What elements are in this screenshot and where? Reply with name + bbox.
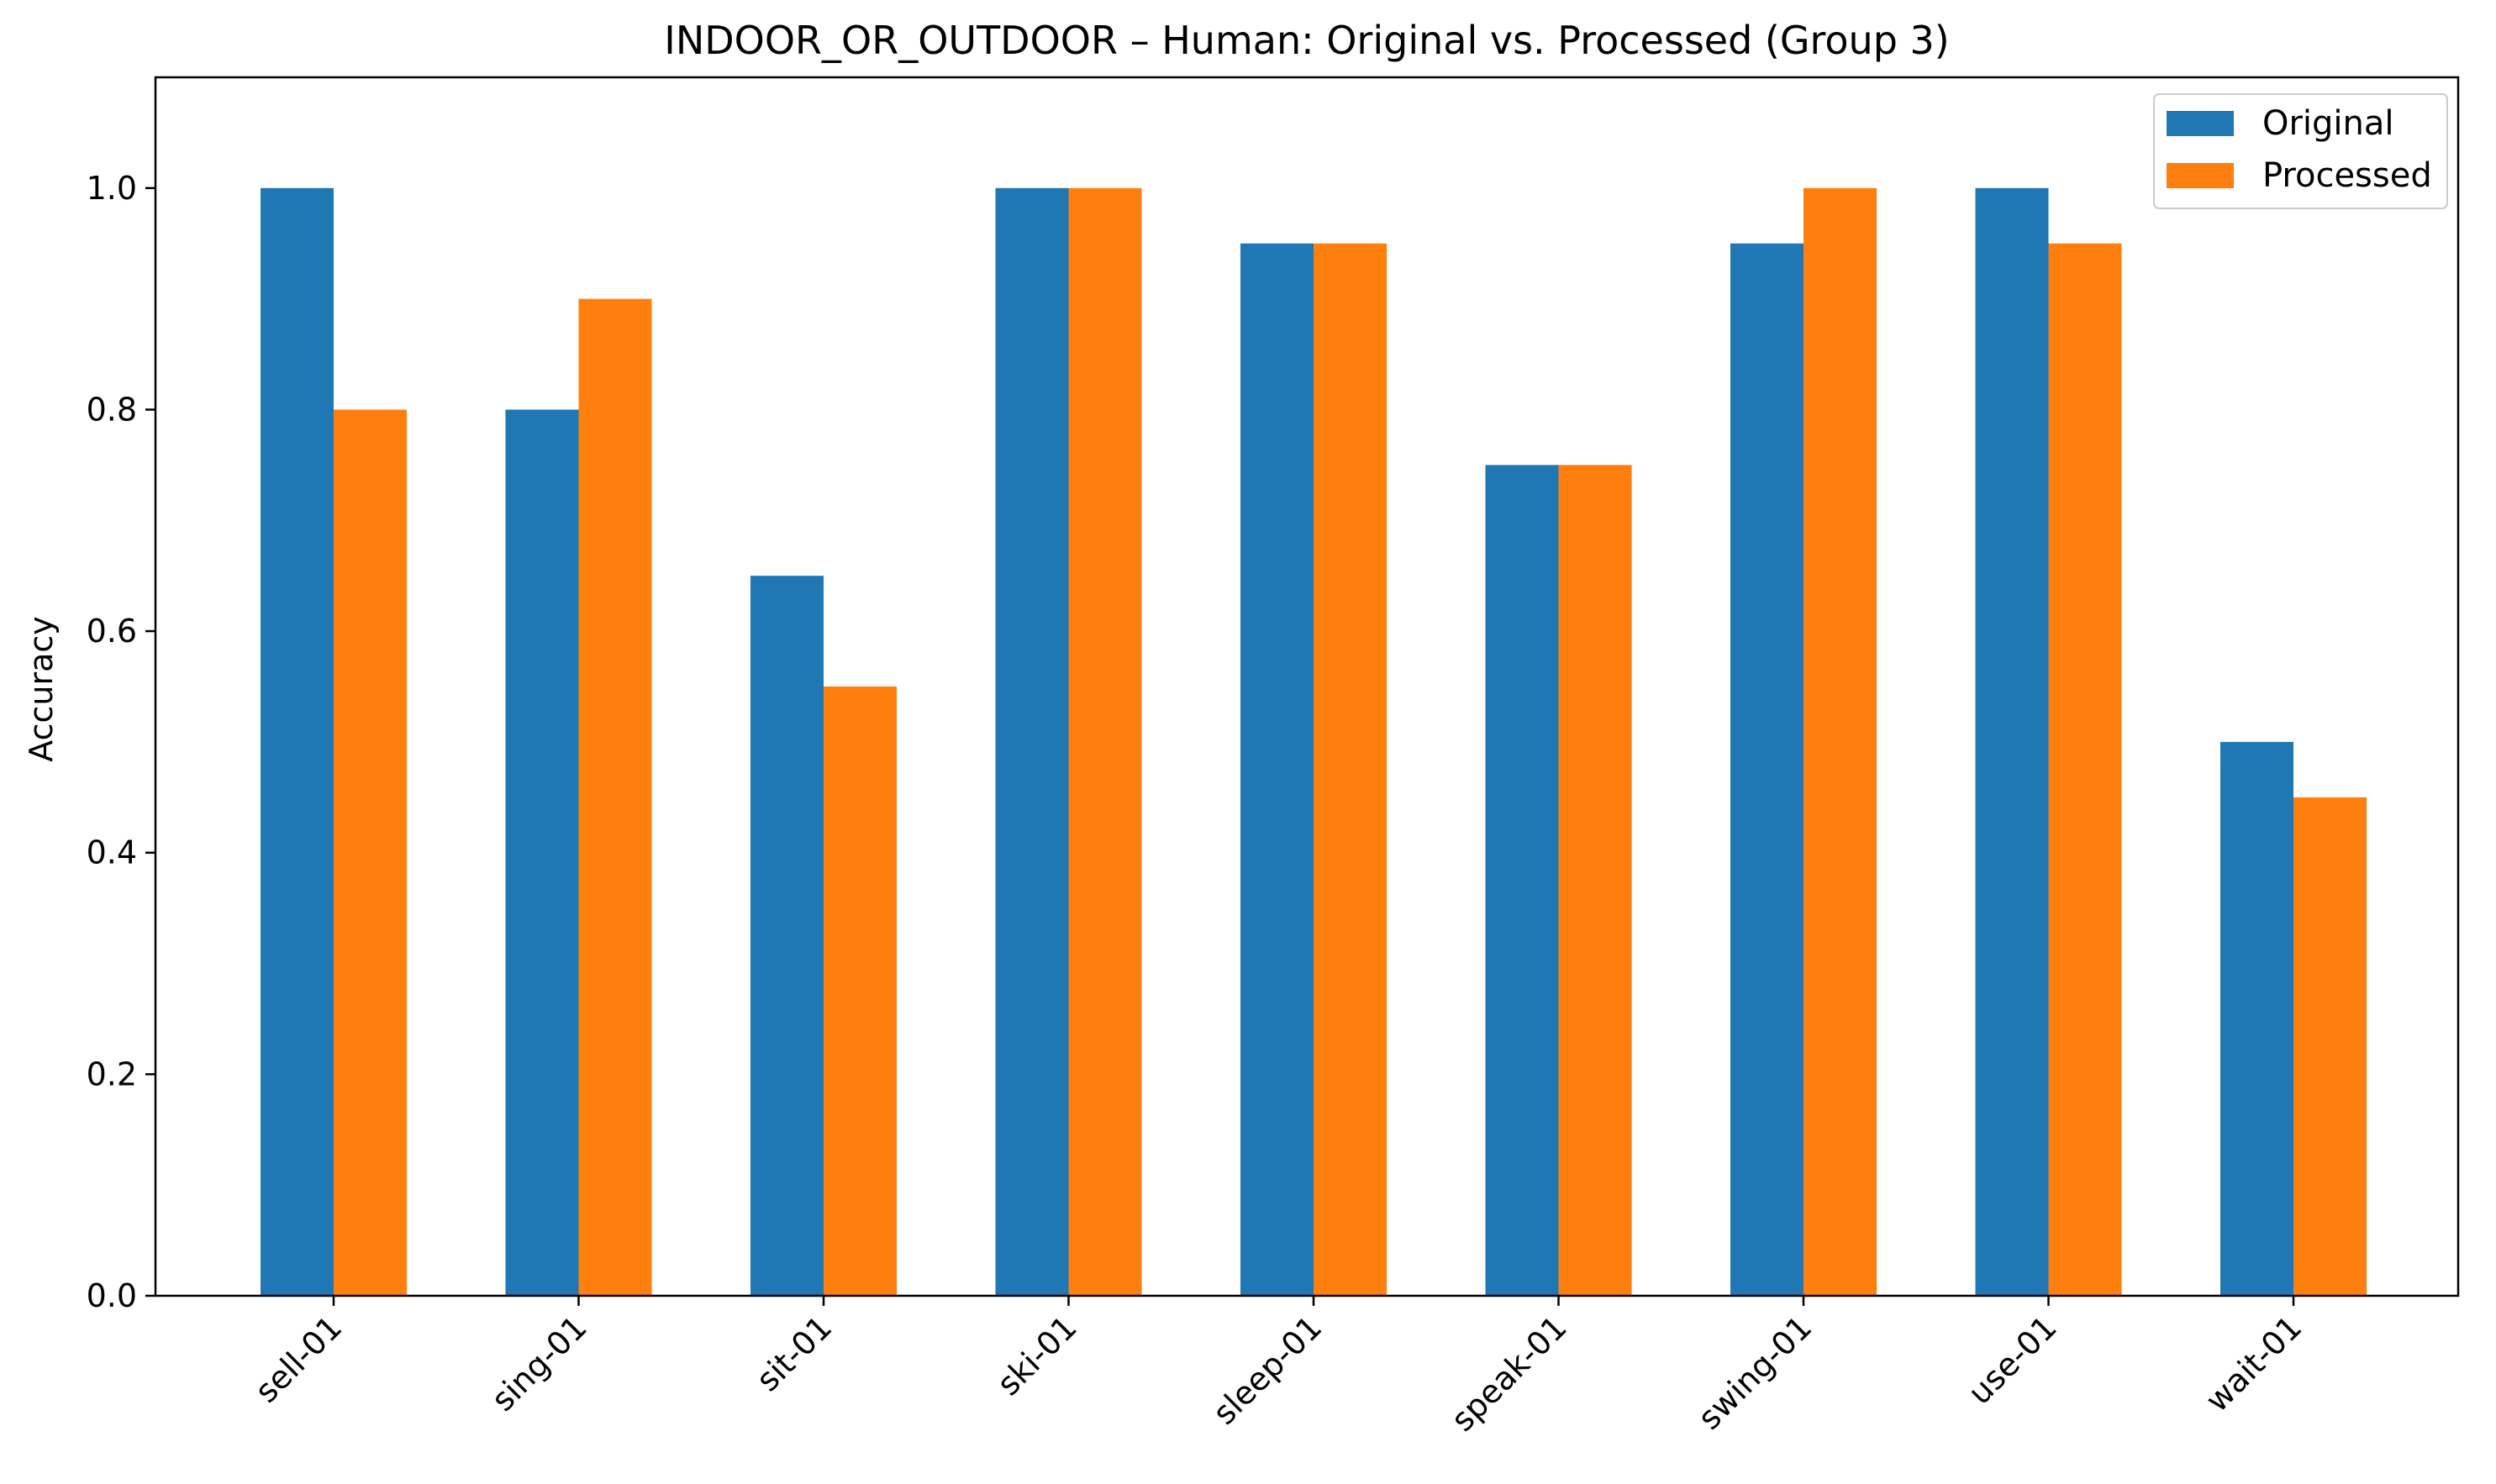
bar-original-wait-01 [2220, 741, 2293, 1296]
y-tick-label: 1.0 [87, 170, 137, 207]
legend-label-processed: Processed [2262, 156, 2432, 195]
x-tick-label: ski-01 [990, 1308, 1084, 1402]
y-tick-label: 0.8 [87, 391, 137, 428]
bar-original-use-01 [1975, 187, 2049, 1297]
bar-original-sit-01 [750, 576, 824, 1296]
bar-processed-sell-01 [334, 409, 407, 1296]
bar-original-swing-01 [1730, 243, 1804, 1296]
bar-original-ski-01 [995, 187, 1069, 1297]
y-axis-ticks: 0.0 0.2 0.4 0.6 0.8 1.0 [87, 170, 155, 1314]
x-tick-label: sit-01 [749, 1308, 839, 1398]
x-tick-label: wait-01 [2198, 1308, 2309, 1418]
bar-processed-ski-01 [1068, 187, 1142, 1297]
bar-processed-swing-01 [1804, 187, 1877, 1297]
bar-processed-wait-01 [2293, 797, 2367, 1296]
y-axis-label: Accuracy [23, 616, 60, 762]
bar-original-speak-01 [1485, 465, 1559, 1296]
bar-processed-speak-01 [1558, 465, 1632, 1296]
bar-original-sell-01 [261, 187, 334, 1297]
x-tick-label: sell-01 [248, 1308, 349, 1409]
chart-title: INDOOR_OR_OUTDOOR – Human: Original vs. … [664, 18, 1949, 63]
x-tick-label: swing-01 [1691, 1308, 1819, 1437]
legend: Original Processed [2153, 93, 2448, 209]
x-axis-ticks: sell-01 sing-01 sit-01 ski-01 sleep-01 speak-… [248, 1296, 2309, 1439]
legend-swatch-original [2167, 111, 2234, 136]
y-tick-label: 0.4 [87, 834, 137, 871]
plot-frame [154, 76, 2460, 1297]
x-tick-label: speak-01 [1444, 1308, 1574, 1439]
bar-processed-sit-01 [824, 687, 897, 1296]
y-tick-label: 0.6 [87, 613, 137, 650]
bar-processed-sing-01 [578, 298, 652, 1296]
x-tick-label: use-01 [1961, 1308, 2064, 1412]
bar-processed-use-01 [2048, 243, 2122, 1296]
y-tick-label: 0.2 [87, 1055, 137, 1092]
x-tick-label: sing-01 [484, 1308, 594, 1418]
x-tick-label: sleep-01 [1206, 1308, 1330, 1432]
bars-layer [261, 187, 2367, 1297]
legend-label-original: Original [2262, 104, 2394, 143]
y-tick-label: 0.0 [87, 1277, 137, 1314]
bar-original-sing-01 [505, 409, 579, 1296]
legend-swatch-processed [2167, 163, 2234, 188]
bar-processed-sleep-01 [1314, 243, 1387, 1296]
bar-original-sleep-01 [1240, 243, 1314, 1296]
